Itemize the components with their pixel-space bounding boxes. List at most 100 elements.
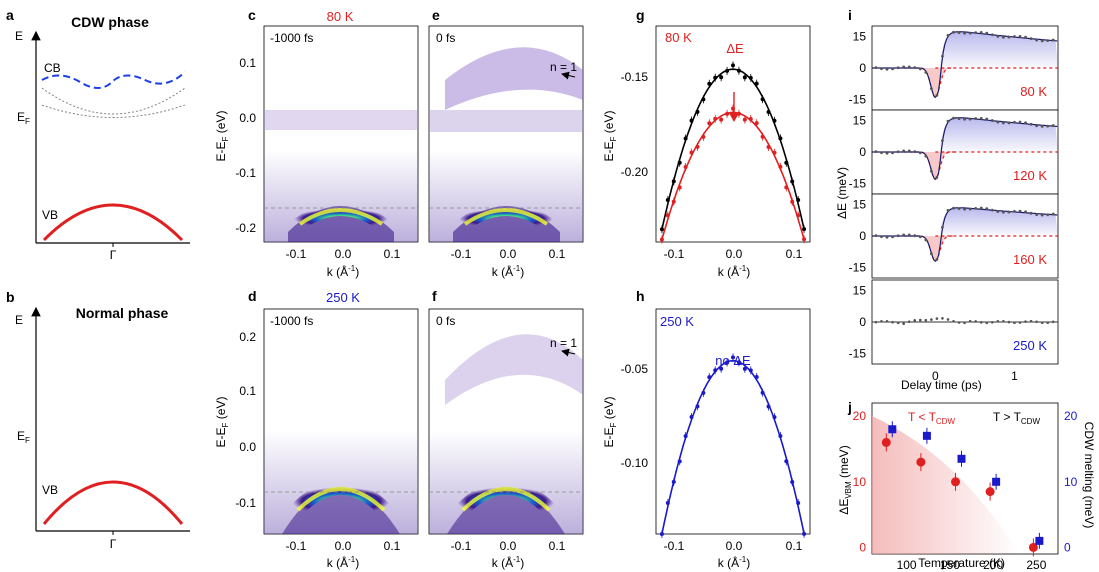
trace-point [1029, 319, 1033, 323]
panel-h-xtick-2: 0.1 [786, 539, 803, 553]
trace-point [913, 66, 917, 70]
panel-letter-d: d [248, 288, 257, 304]
j-point-dE [985, 487, 995, 497]
trace-ytick: -15 [849, 347, 867, 361]
trace-point [924, 70, 928, 74]
panel-g-xtick-1: 0.0 [726, 247, 743, 261]
panel-j-y1label: ΔEVBM (meV) [837, 445, 853, 514]
data-point-blue [742, 366, 747, 371]
trace-point [1007, 210, 1011, 214]
trace-temp-label: 80 K [1020, 84, 1047, 99]
trace-point [1040, 39, 1044, 43]
delta-e-arrow-head [729, 113, 739, 122]
panel-e-vb-core [463, 208, 549, 226]
trace-point [1035, 38, 1039, 42]
panel-e-delay: 0 fs [436, 31, 455, 45]
trace-point [1040, 321, 1044, 324]
panel-c-ytick-1: 0.0 [239, 111, 256, 125]
trace-point [996, 210, 1000, 213]
trace-point [990, 208, 994, 212]
panel-c-band-ef [264, 110, 418, 130]
panel-f-xtick-0: -0.1 [451, 539, 472, 553]
trace-point [1024, 121, 1027, 125]
j-point-cdw-melting [957, 454, 966, 463]
panel-letter-c: c [248, 7, 256, 23]
data-point-red [725, 111, 730, 116]
trace-point [996, 34, 1000, 38]
panel-b-title: Normal phase [76, 305, 169, 321]
trace-point [913, 319, 917, 322]
data-point-black [719, 75, 724, 80]
j-point-dE [916, 457, 926, 467]
trace-point [990, 33, 994, 37]
trace-point [1046, 213, 1050, 217]
data-point-black [707, 81, 712, 86]
trace-point [1024, 35, 1027, 39]
panel-letter-j: j [847, 399, 852, 415]
data-point-blue [671, 479, 676, 484]
panel-d-ytick-2: 0.0 [239, 440, 256, 454]
trace-point [885, 151, 889, 155]
trace-point [880, 67, 883, 71]
data-point-blue [766, 404, 771, 409]
data-point-black [659, 227, 664, 232]
trace-point [957, 321, 961, 324]
data-point-blue [659, 532, 664, 536]
data-point-red [748, 116, 753, 121]
j-y2tick: 20 [1064, 409, 1078, 423]
panel-f-delay: 0 fs [436, 314, 455, 328]
j-cdw-fill [872, 416, 1020, 554]
panel-letter-e: e [432, 7, 440, 23]
panel-g-xtick-0: -0.1 [664, 247, 685, 261]
trace-point [935, 317, 939, 320]
j-xtick: 150 [940, 558, 960, 572]
trace-point [968, 117, 972, 121]
panel-h: h 250 K no ΔE -0.05 -0.10 -0.1 0.0 0.1 k… [602, 288, 811, 570]
panel-e-n1-label: n = 1 [550, 60, 577, 74]
panel-b-gamma-label: Γ [110, 537, 117, 551]
panel-b-e-label: E [15, 313, 23, 327]
panel-d-xtick-0: -0.1 [286, 539, 307, 553]
data-point-blue [772, 415, 777, 420]
trace-point [1035, 213, 1039, 216]
data-point-blue [665, 500, 670, 505]
panel-i-ylabel: ΔE (meV) [835, 167, 849, 219]
data-point-black [772, 118, 777, 123]
j-y1tick: 0 [859, 540, 866, 554]
trace-point [924, 154, 928, 158]
data-point-red [772, 150, 777, 155]
panel-a-vb-band [42, 203, 184, 242]
panel-c-ytick-0: 0.1 [239, 56, 256, 70]
panel-g-xlabel: k (Å-1) [718, 264, 750, 279]
trace-point [1001, 35, 1005, 39]
panel-d-delay: -1000 fs [270, 314, 313, 328]
trace-point [1007, 35, 1011, 39]
trace-point [1007, 121, 1011, 125]
panel-g-ytick-0: -0.15 [621, 70, 649, 84]
data-point-blue [677, 459, 682, 464]
panel-d-vb-core [296, 487, 386, 512]
trace-temp-label: 250 K [1013, 338, 1047, 353]
trace-point [979, 116, 983, 120]
panel-g-frame [655, 25, 811, 243]
trace-point [913, 150, 917, 154]
panel-h-ylabel: E-EF (eV) [602, 397, 618, 448]
trace-point [979, 321, 983, 324]
trace-point [874, 66, 878, 69]
trace-point [896, 234, 900, 238]
trace-point [1035, 124, 1039, 128]
j-point-cdw-melting [888, 425, 897, 434]
trace-point [935, 93, 939, 97]
data-point-red [701, 134, 706, 139]
trace-point [907, 65, 911, 69]
trace-point [1013, 35, 1016, 38]
trace-point [902, 322, 905, 326]
panel-c: c 80 K -1000 fs 0.1 0.0 -0.1 -0.2 -0.1 0… [214, 7, 419, 279]
trace-point [891, 320, 894, 324]
panel-j: j 100 150 200 250 0 0 10 10 20 20 T < TCDW T > TC… [837, 399, 1096, 572]
panel-g-ylabel: E-EF (eV) [602, 111, 618, 162]
panel-c-ylabel: E-EF (eV) [214, 111, 230, 162]
trace-point [985, 117, 989, 121]
panel-d-ylabel: E-EF (eV) [214, 397, 230, 448]
